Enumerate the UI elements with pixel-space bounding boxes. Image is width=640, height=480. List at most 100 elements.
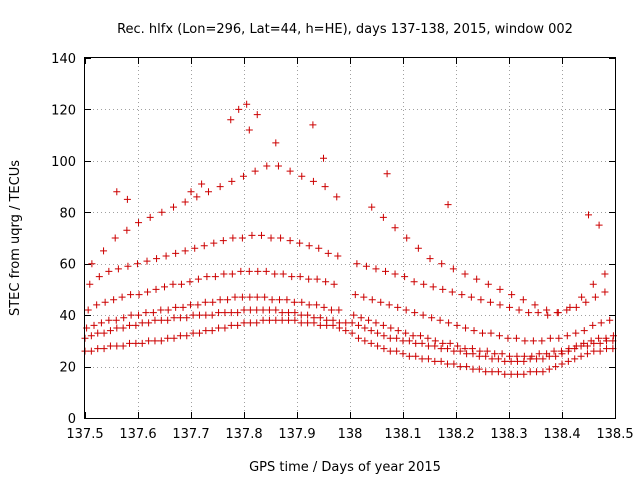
data-point	[181, 247, 189, 255]
data-point	[543, 350, 551, 358]
data-point	[94, 329, 102, 337]
data-point	[157, 306, 165, 314]
data-point	[538, 337, 546, 345]
data-point	[529, 337, 537, 345]
data-point	[279, 270, 287, 278]
data-point	[496, 301, 504, 309]
data-point	[507, 357, 515, 365]
data-point	[286, 167, 294, 175]
data-point	[100, 247, 108, 255]
data-point	[463, 363, 471, 371]
data-point	[429, 283, 437, 291]
y-tick-label: 120	[51, 103, 76, 118]
data-point	[354, 334, 362, 342]
data-point	[416, 332, 424, 340]
data-point	[246, 293, 254, 301]
data-point	[394, 303, 402, 311]
data-point	[393, 334, 401, 342]
data-point	[265, 306, 273, 314]
data-point	[274, 162, 282, 170]
data-point	[145, 319, 153, 327]
x-tick-label: 138.5	[596, 427, 633, 442]
data-point	[348, 319, 356, 327]
data-point	[595, 221, 603, 229]
data-point	[100, 345, 108, 353]
x-tick-label: 137.9	[278, 427, 315, 442]
data-point	[444, 345, 452, 353]
data-point	[186, 278, 194, 286]
data-point	[272, 316, 280, 324]
data-point	[138, 339, 146, 347]
data-point	[361, 337, 369, 345]
data-point	[353, 260, 361, 268]
data-points	[81, 100, 617, 378]
data-point	[135, 311, 143, 319]
data-point	[181, 198, 189, 206]
data-point	[297, 311, 305, 319]
data-point	[238, 234, 246, 242]
data-point	[412, 339, 420, 347]
data-point	[438, 260, 446, 268]
data-point	[97, 319, 105, 327]
data-point	[304, 311, 312, 319]
data-point	[383, 170, 391, 178]
data-point	[534, 309, 542, 317]
data-point	[506, 303, 514, 311]
x-tick-label: 137.8	[225, 427, 262, 442]
data-point	[253, 293, 261, 301]
data-point	[469, 350, 477, 358]
y-tick-label: 0	[68, 412, 76, 427]
data-point	[183, 314, 191, 322]
plot-frame	[84, 57, 616, 419]
data-point	[482, 368, 490, 376]
data-point	[526, 368, 534, 376]
data-point	[310, 314, 318, 322]
data-point	[164, 316, 172, 324]
data-point	[483, 347, 491, 355]
data-point	[245, 126, 253, 134]
y-tick-label: 80	[59, 206, 76, 221]
data-point	[215, 309, 223, 317]
data-point	[329, 316, 337, 324]
data-point	[235, 105, 243, 113]
data-point	[191, 244, 199, 252]
data-point	[546, 334, 554, 342]
data-point	[194, 275, 202, 283]
data-point	[164, 306, 172, 314]
data-point	[291, 309, 299, 317]
data-point	[437, 357, 445, 365]
data-point	[194, 301, 202, 309]
data-point	[484, 280, 492, 288]
data-point	[386, 347, 394, 355]
data-point	[251, 167, 259, 175]
data-point	[393, 347, 401, 355]
data-point	[262, 267, 270, 275]
data-point	[296, 273, 304, 281]
data-point	[462, 324, 470, 332]
data-point	[304, 319, 312, 327]
data-point	[288, 273, 296, 281]
data-point	[456, 347, 464, 355]
data-point	[557, 347, 565, 355]
x-tick-label: 138.4	[543, 427, 580, 442]
data-point	[316, 314, 324, 322]
data-point	[238, 293, 246, 301]
data-point	[508, 291, 516, 299]
data-point	[305, 301, 313, 309]
data-point	[424, 355, 432, 363]
data-point	[227, 321, 235, 329]
data-point	[507, 370, 515, 378]
data-point	[431, 337, 439, 345]
data-point	[587, 337, 595, 345]
data-point	[491, 350, 499, 358]
data-point	[589, 280, 597, 288]
data-point	[391, 224, 399, 232]
data-point	[110, 296, 118, 304]
data-point	[409, 332, 417, 340]
data-point	[254, 267, 262, 275]
data-point	[114, 265, 122, 273]
data-point	[170, 314, 178, 322]
data-point	[253, 319, 261, 327]
data-point	[450, 347, 458, 355]
data-point	[446, 339, 454, 347]
